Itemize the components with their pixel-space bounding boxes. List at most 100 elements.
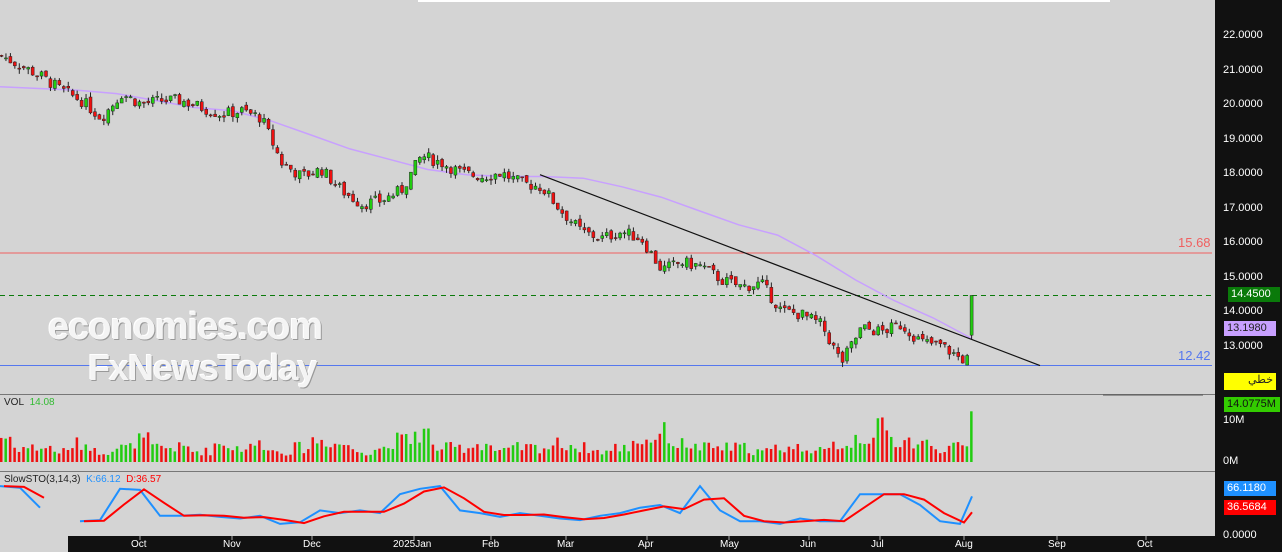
candle-down xyxy=(596,239,600,241)
volume-bar xyxy=(476,444,479,462)
volume-bar xyxy=(538,453,541,462)
volume-bar xyxy=(44,448,47,462)
x-tick-label: Mar xyxy=(557,539,575,550)
volume-bar xyxy=(324,446,328,462)
volume-bar xyxy=(796,443,800,462)
x-tick-label: Dec xyxy=(303,539,321,550)
volume-bar xyxy=(858,443,862,462)
candle-down xyxy=(938,339,943,344)
volume-bar xyxy=(57,453,61,462)
volume-bar xyxy=(934,449,937,462)
volume-bar xyxy=(178,442,181,462)
candle-down xyxy=(520,176,524,179)
volume-bar xyxy=(26,448,30,462)
candle-down xyxy=(538,187,542,191)
candle-up xyxy=(889,322,894,334)
candle-up xyxy=(849,341,854,349)
candle-up xyxy=(600,235,604,239)
volume-bar xyxy=(62,448,65,462)
volume-bar xyxy=(31,444,34,462)
volume-bar xyxy=(881,417,884,462)
volume-bar xyxy=(71,448,74,462)
volume-bar xyxy=(80,449,83,462)
volume-bar xyxy=(863,443,866,462)
volume-bar xyxy=(916,444,920,462)
candle-down xyxy=(364,206,369,210)
volume-bar xyxy=(872,437,875,462)
candle-up xyxy=(409,171,413,190)
candle-down xyxy=(836,347,840,354)
candle-down xyxy=(645,240,649,253)
candle-down xyxy=(284,164,289,166)
stochastic-k-line xyxy=(79,484,973,525)
candle-down xyxy=(720,279,725,285)
candle-down xyxy=(164,99,168,103)
candle-down xyxy=(88,96,93,114)
volume-bar xyxy=(360,452,363,462)
volume-bar xyxy=(801,451,804,462)
candle-down xyxy=(342,181,346,196)
volume-bar xyxy=(560,448,564,462)
volume-bar xyxy=(164,448,168,462)
volume-bar xyxy=(396,432,399,462)
volume-bar xyxy=(293,442,297,462)
x-tick-label: Sep xyxy=(1048,539,1066,550)
volume-bar xyxy=(605,450,608,462)
candle-down xyxy=(200,101,204,111)
x-tick-label: Nov xyxy=(223,539,241,550)
volume-bar xyxy=(244,449,248,462)
candle-down xyxy=(79,100,84,107)
volume-bar xyxy=(289,454,292,462)
volume-bar xyxy=(867,443,871,462)
volume-bar xyxy=(169,447,172,462)
candle-down xyxy=(449,167,453,174)
volume-bar xyxy=(351,449,355,462)
volume-bar xyxy=(155,443,159,462)
candle-down xyxy=(787,306,791,310)
candle-up xyxy=(39,71,44,77)
y-tick-label: 20.0000 xyxy=(1223,98,1263,110)
volume-bar xyxy=(890,436,893,462)
volume-bar xyxy=(645,439,648,462)
candle-up xyxy=(253,112,257,114)
volume-bar xyxy=(765,448,768,462)
top-bar xyxy=(418,0,1110,2)
volume-bar xyxy=(209,455,212,462)
volume-bar xyxy=(84,444,88,462)
candle-down xyxy=(823,320,827,332)
volume-bar xyxy=(249,443,252,462)
volume-bar xyxy=(0,437,3,462)
y-tick-label: 16.0000 xyxy=(1223,236,1263,248)
candle-up xyxy=(4,57,8,60)
candle-down xyxy=(93,111,97,117)
candle-up xyxy=(854,337,858,345)
candle-down xyxy=(489,178,493,181)
volume-bar xyxy=(8,436,12,462)
candle-down xyxy=(640,238,645,243)
candle-down xyxy=(943,342,947,345)
volume-bar xyxy=(427,428,430,462)
volume-bar xyxy=(302,453,306,462)
y-tick-label: 21.0000 xyxy=(1223,63,1263,76)
volume-bar xyxy=(792,449,795,462)
volume-bar xyxy=(707,442,711,462)
candle-up xyxy=(573,220,578,224)
candle-up xyxy=(662,265,667,272)
candle-up xyxy=(337,183,342,185)
candle-up xyxy=(702,265,707,268)
volume-bar xyxy=(142,437,145,462)
volume-bar xyxy=(409,443,412,462)
volume-bar xyxy=(137,433,141,462)
volume-tick-label: 0M xyxy=(1223,455,1239,467)
volume-bar xyxy=(720,450,724,462)
volume-bar xyxy=(658,433,662,462)
volume-bar xyxy=(542,448,546,462)
candle-down xyxy=(289,164,293,170)
volume-bar xyxy=(106,454,110,462)
candle-down xyxy=(880,325,885,331)
candle-down xyxy=(716,271,720,282)
x-tick-label: Jun xyxy=(800,539,817,550)
candle-up xyxy=(395,186,400,196)
volume-bar xyxy=(133,448,136,462)
candle-up xyxy=(360,206,364,209)
